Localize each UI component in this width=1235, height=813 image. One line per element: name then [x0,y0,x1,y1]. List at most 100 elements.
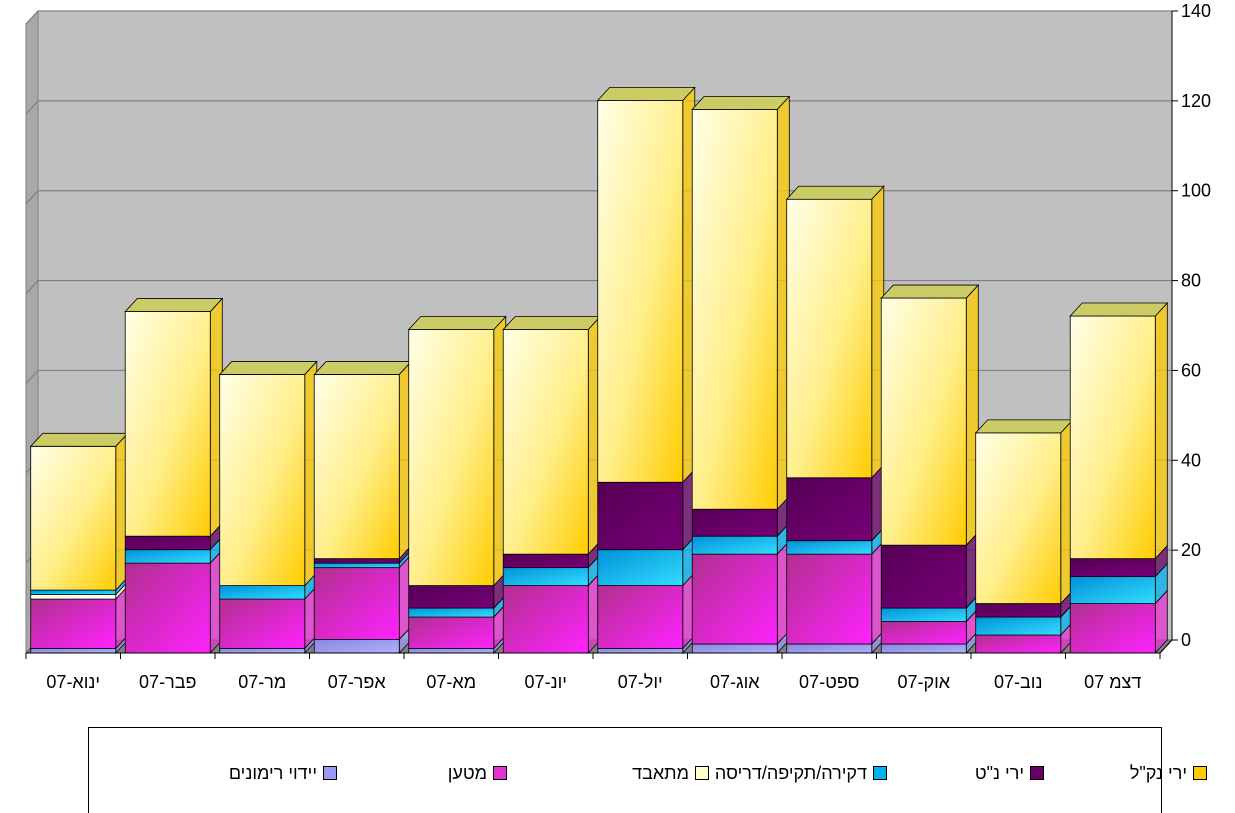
bar-segment [408,616,495,649]
category-label: נוב-07 [994,672,1042,692]
bar-stack [29,432,129,655]
bar-segment [219,648,306,654]
bar-segment [691,508,778,537]
bar-top [1069,302,1169,317]
legend-item: דקירה/תקיפה/דריסה [715,762,887,784]
category-label: פבר-07 [139,672,196,692]
bar-stack [313,360,413,655]
bar-segment [219,585,306,600]
bar-segment [975,634,1062,654]
legend-item: מטען [448,762,507,784]
bar-segment [786,477,873,542]
bar-stack [502,315,602,655]
bar-segment [975,616,1062,636]
bar-segment [597,585,684,649]
gridline-side [25,100,39,115]
bar-top [785,185,885,200]
bar-segment [597,481,684,551]
bar-segment [975,432,1062,604]
bar-top [29,432,129,447]
legend-label: מתאבד [632,762,689,783]
value-axis: 0 20 40 60 80 100 120 140 [1159,1,1211,654]
category-label: ינוא-07 [46,672,100,692]
bar-segment [124,562,211,654]
bar-segment [313,558,400,564]
category-label: יונ-07 [525,672,567,692]
legend-swatch [493,766,507,780]
bar-segment [691,643,778,654]
legend-swatch [695,766,709,780]
legend-item: מתאבד [632,762,709,784]
bar-segment [30,445,117,591]
bar-segment [1069,315,1156,560]
bar-segment [124,535,211,551]
bar-segment [30,648,117,654]
bar-segment [313,374,400,560]
bar-segment-side [1154,302,1168,560]
bar-segment [502,553,589,569]
bar-top [218,361,318,375]
bar-stack [1069,302,1169,655]
bar-stack [974,418,1074,655]
gridline-side [25,10,39,25]
bar-stack [124,297,224,655]
bar-segment [1069,558,1156,578]
stacked-bar-chart: 0 20 40 60 80 100 120 140 ינוא-07 פבר-07 מר-07 אפר… [24,1,1211,692]
value-tick-label: 60 [1181,360,1201,380]
legend-label: ירי נק"ל [1129,762,1187,783]
bar-stack [407,315,507,655]
bar-top [974,419,1074,434]
value-axis-base [1159,639,1173,654]
bar-segment [880,621,967,645]
bar-segment [786,540,873,555]
value-tick-label: 20 [1181,540,1201,560]
bar-segment [1069,603,1156,654]
bar-segment [691,108,778,510]
bar-segment [124,311,211,537]
bar-segment [30,589,117,595]
value-tick-label: 120 [1181,91,1211,111]
value-tick-label: 80 [1181,271,1201,291]
category-label: אפר-07 [328,672,387,692]
category-label: דצמ 07 [1084,672,1141,692]
bar-segment [597,648,684,654]
bar-segment [691,535,778,555]
legend-swatch [1030,766,1044,780]
bar-segment [597,549,684,587]
bar-segment [313,562,400,569]
bar-segment [691,553,778,645]
bar-segment [30,598,117,649]
bar-segment [502,585,589,654]
bar-stack [691,95,791,655]
bar-segment [408,585,495,609]
legend-label: ירי נ"ט [974,762,1024,783]
category-label: אוק-07 [897,672,950,692]
bar-segment [219,374,306,587]
legend-swatch [873,766,887,780]
bar-segment [1069,576,1156,604]
bar-stack [596,86,696,655]
legend-item: יידוי רימונים [229,762,337,784]
value-tick-label: 0 [1181,630,1191,650]
bar-top [596,86,696,101]
gridline-side [25,370,39,384]
bar-top [502,316,602,330]
value-tick-label: 100 [1181,181,1211,201]
gridline-side [25,190,39,205]
bar-segment [786,643,873,654]
bar-segment [313,567,400,640]
value-tick-label: 40 [1181,450,1201,470]
bar-top [407,316,507,330]
bar-stack [880,284,980,655]
value-tick-label: 140 [1181,1,1211,21]
bar-top [880,284,980,299]
bar-stack [785,185,885,655]
bar-segment [313,639,400,654]
bar-segment [786,553,873,645]
bar-segment [975,603,1062,618]
bar-segment [408,329,495,587]
legend: ירי נק"ל ירי נ"ט דקירה/תקיפה/דריסה מתאבד מטע… [88,727,1207,813]
bar-segment [124,549,211,564]
legend-label: יידוי רימונים [228,762,317,783]
bar-top [124,298,224,312]
